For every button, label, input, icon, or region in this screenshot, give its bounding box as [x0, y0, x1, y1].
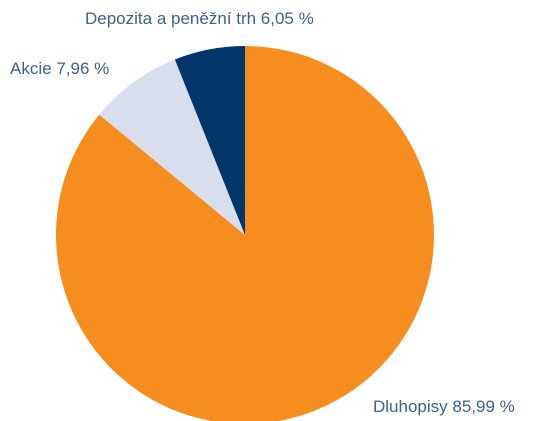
slice-label: Depozita a peněžní trh 6,05 % [85, 9, 314, 28]
category-label: Akcie [10, 59, 52, 78]
category-label: Dluhopisy [373, 397, 448, 416]
pie [56, 46, 434, 421]
pie-slice [56, 46, 434, 421]
slice-label: Dluhopisy 85,99 % [373, 397, 515, 416]
pie-slice [174, 46, 245, 235]
value-label: 7,96 % [56, 59, 109, 78]
labels: Dluhopisy 85,99 % Akcie 7,96 % Depozita a … [10, 9, 515, 416]
category-label: Depozita a peněžní trh [85, 9, 256, 28]
pie-slice [99, 59, 245, 236]
slice-label: Akcie 7,96 % [10, 59, 109, 78]
value-label: 6,05 % [261, 9, 314, 28]
value-label: 85,99 % [452, 397, 514, 416]
